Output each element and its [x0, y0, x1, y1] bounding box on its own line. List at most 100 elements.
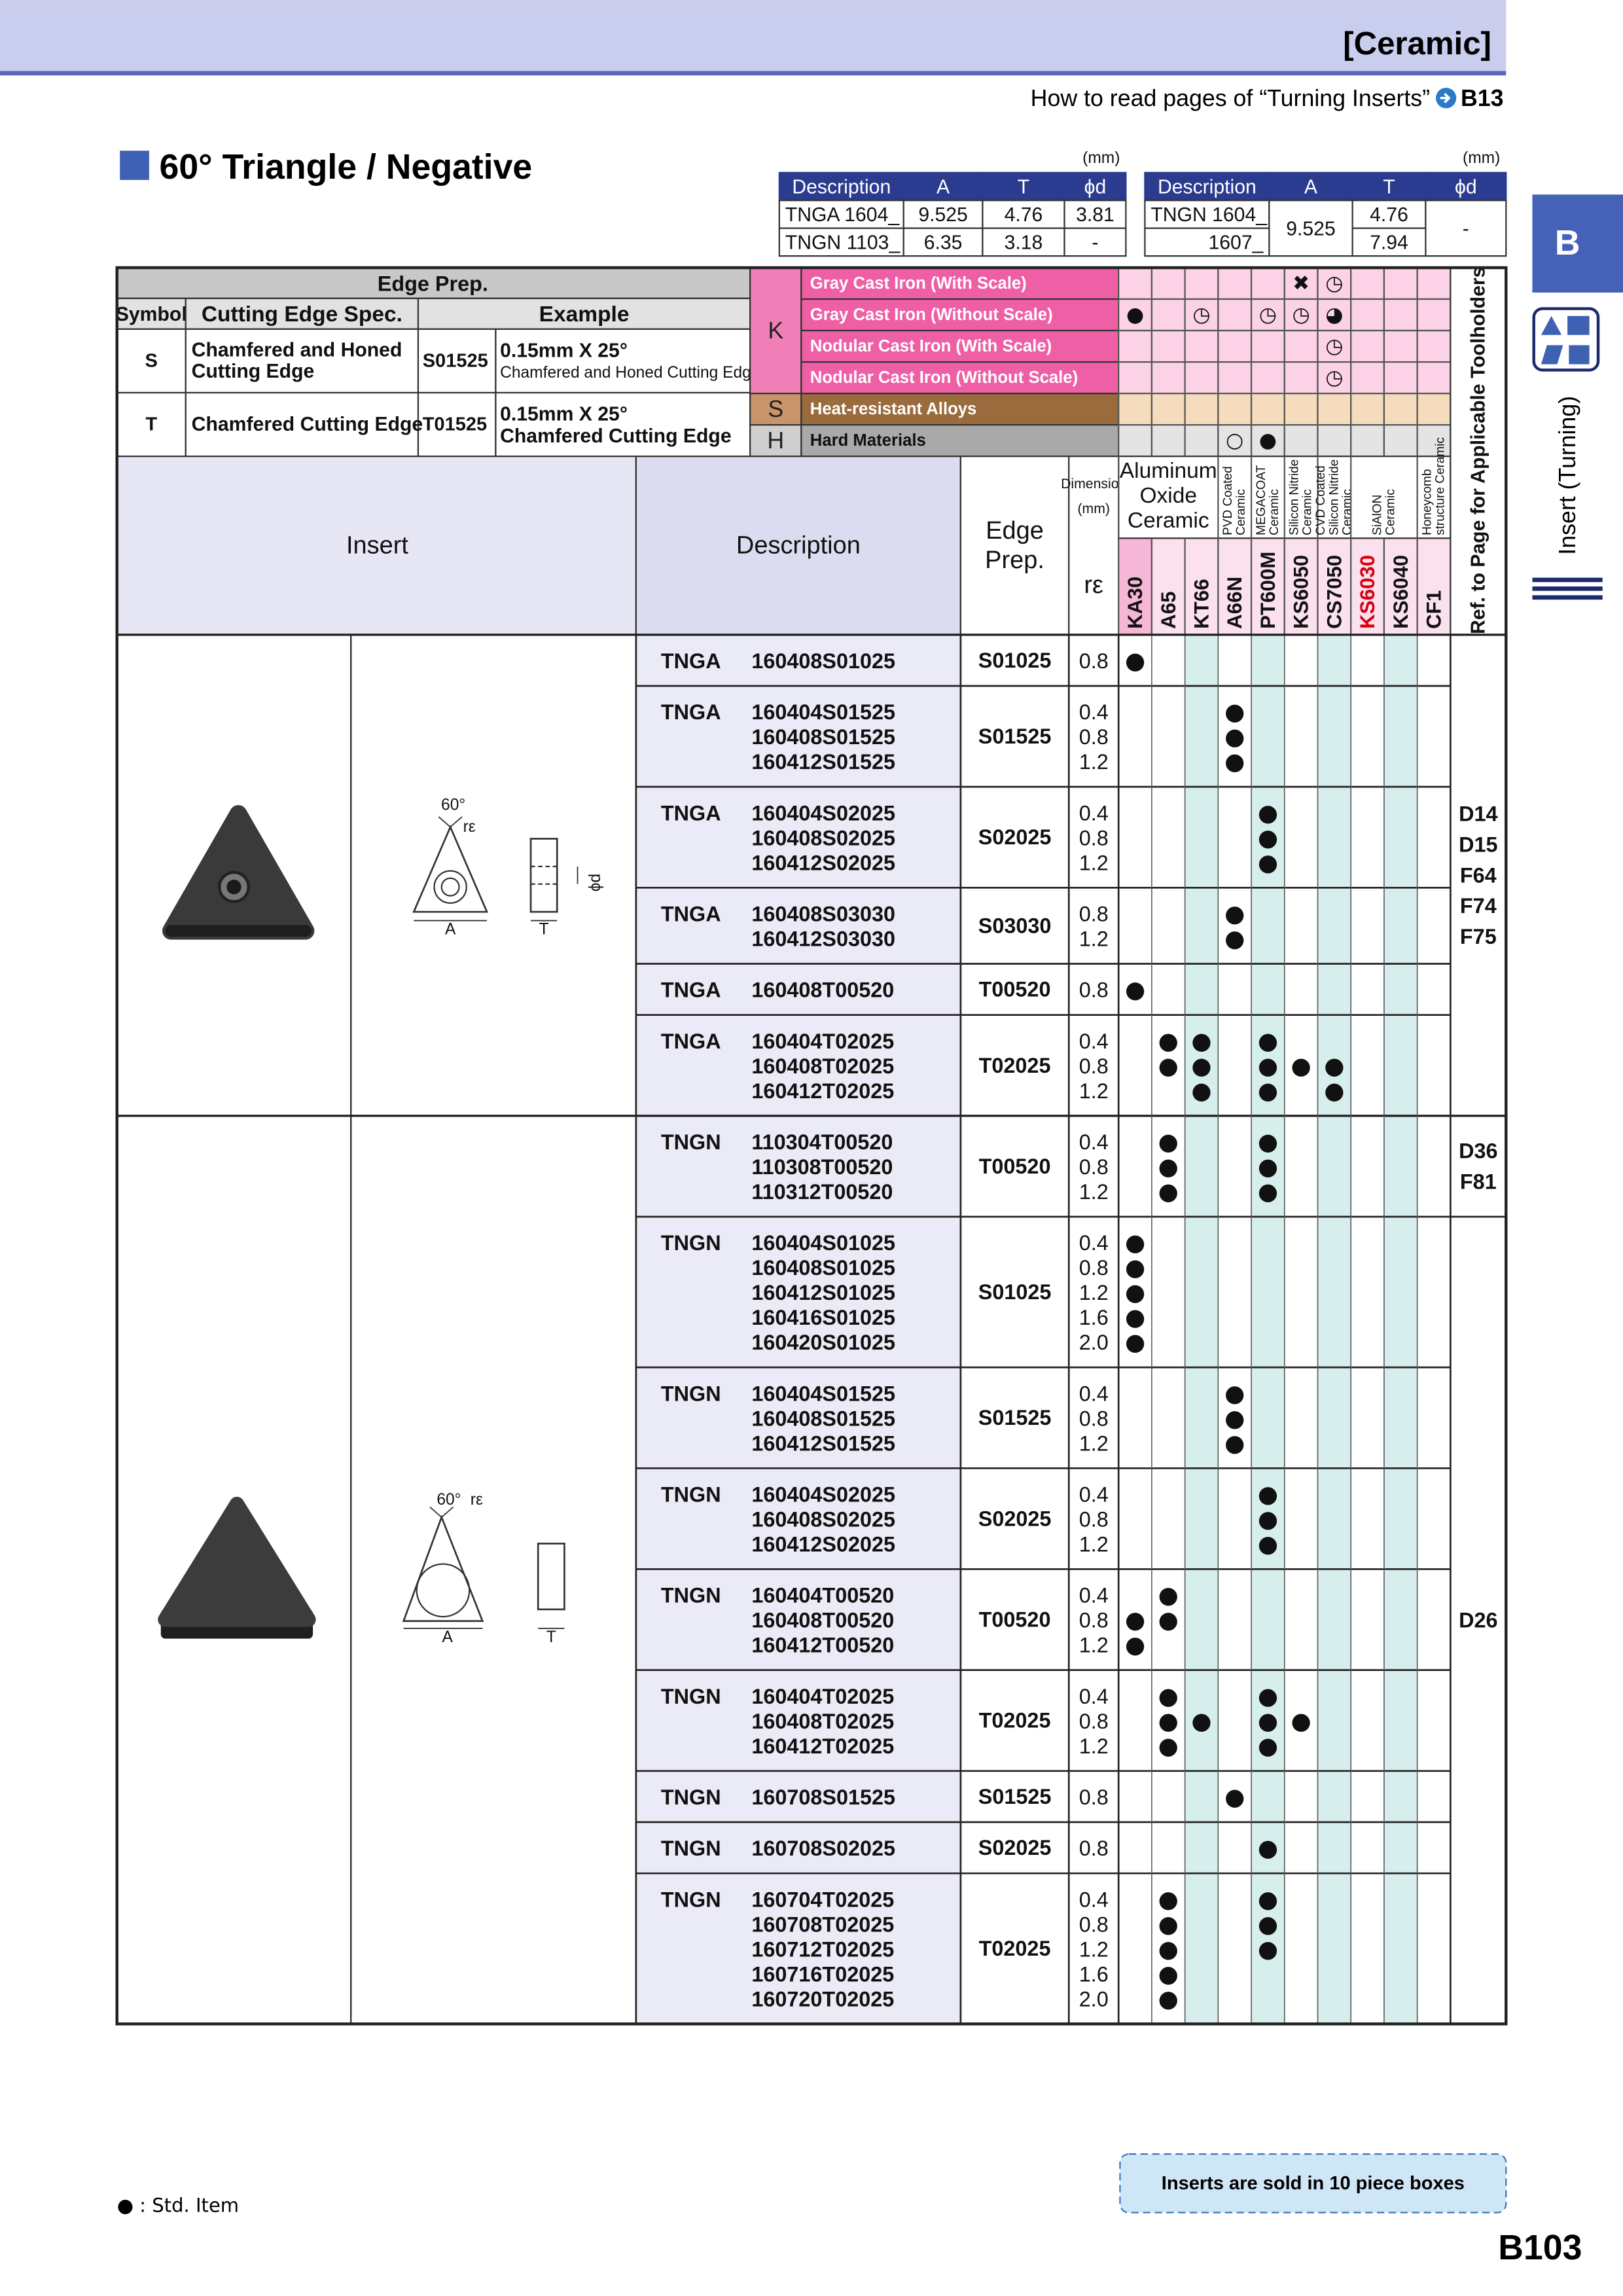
corner-radius: 0.4 — [1079, 700, 1109, 724]
dim-value: TNGN 1604_ — [1150, 204, 1268, 226]
grade-group: PVD Coated — [1221, 466, 1235, 535]
dimension-header: (mm) — [1077, 501, 1109, 516]
product-prefix: TNGA — [661, 801, 721, 825]
material-mark: ◷ — [1192, 303, 1210, 327]
material-mark: ○ — [1226, 429, 1243, 452]
std-item-mark: ● — [1158, 1607, 1179, 1634]
std-item-mark: ● — [1191, 1077, 1211, 1104]
grade-group: MEGACOAT — [1255, 465, 1268, 535]
corner-radius: 0.8 — [1079, 725, 1109, 749]
dim-header: Description — [792, 177, 891, 198]
std-item-mark: ● — [1125, 1607, 1145, 1634]
dim-value: TNGA 1604_ — [785, 204, 901, 226]
corner-radius: 0.8 — [1079, 1054, 1109, 1078]
drawing-label: 60° — [441, 797, 465, 814]
legend-spec: Chamfered and Honed — [192, 340, 402, 361]
std-item-mark: ● — [1125, 1280, 1145, 1306]
std-item-mark: ● — [1324, 1077, 1344, 1104]
std-item-mark: ● — [1158, 1961, 1179, 1988]
std-item-mark: ● — [1158, 1936, 1179, 1963]
edge-prep: S01025 — [978, 1280, 1052, 1304]
std-item-mark: ● — [1125, 1329, 1145, 1356]
material-grade-cell — [1418, 331, 1451, 362]
grade-name: A66N — [1223, 577, 1246, 629]
corner-radius: 0.4 — [1079, 1231, 1109, 1255]
product-code: 160408S02025 — [751, 826, 895, 850]
drawing-label: 60° — [437, 1491, 461, 1509]
material-grade-cell — [1351, 393, 1384, 425]
edge-header: Prep. — [985, 547, 1044, 574]
grade-group: Ceramic — [1383, 489, 1397, 535]
grade-column — [1285, 635, 1318, 2024]
corner-radius: 0.4 — [1079, 1685, 1109, 1708]
drawing-label: A — [445, 920, 456, 938]
material-mark: ✖ — [1293, 272, 1310, 295]
corner-radius: 0.8 — [1079, 826, 1109, 850]
material-mark: ◷ — [1325, 272, 1343, 295]
dim-value: 9.525 — [918, 204, 967, 226]
product-code: 160412S01525 — [751, 1431, 895, 1455]
product-prefix: TNGN — [661, 1231, 721, 1255]
edge-header-cell — [961, 456, 1069, 635]
corner-radius: 1.6 — [1079, 1962, 1109, 1986]
product-prefix: TNGN — [661, 1483, 721, 1507]
material-grade-cell — [1185, 268, 1219, 299]
corner-radius: 0.8 — [1079, 978, 1109, 1002]
std-item-mark: ● — [1258, 1052, 1278, 1079]
legend-std-item: ● : Std. Item — [117, 2194, 239, 2216]
grade-group: Ceramic — [1128, 509, 1209, 533]
ref-page: D36 — [1459, 1139, 1497, 1162]
grade-group: SiAlON — [1370, 495, 1384, 535]
product-prefix: TNGA — [661, 978, 721, 1002]
material-grade-cell — [1351, 268, 1384, 299]
material-name: Gray Cast Iron (With Scale) — [810, 274, 1027, 293]
corner-radius: 0.8 — [1079, 1837, 1109, 1860]
edge-prep: S02025 — [978, 825, 1052, 849]
dim-value: - — [1463, 218, 1469, 240]
ref-page: D15 — [1459, 833, 1497, 856]
material-grade-cell — [1152, 425, 1185, 456]
drawing-label: A — [442, 1628, 453, 1646]
std-item-mark: ● — [1258, 1732, 1278, 1759]
ref-page: F81 — [1460, 1170, 1497, 1193]
product-code: 160416S01025 — [751, 1306, 895, 1329]
std-item-mark: ● — [1258, 1886, 1278, 1913]
material-grade-cell — [1218, 331, 1251, 362]
corner-radius: 0.8 — [1079, 1710, 1109, 1733]
product-prefix: TNGN — [661, 1382, 721, 1405]
grade-name: KA30 — [1124, 577, 1147, 629]
drawing-label: ϕd — [586, 874, 604, 891]
product-prefix: TNGN — [661, 1837, 721, 1860]
ref-header: Ref. to Page for Applicable Toolholders — [1467, 267, 1489, 634]
edge-prep: T02025 — [979, 1937, 1051, 1960]
corner-radius: 0.8 — [1079, 1912, 1109, 1936]
how-to-read: How to read pages of “Turning Inserts” — [1031, 85, 1430, 111]
grade-group: Honeycomb — [1420, 469, 1434, 535]
material-grade-cell — [1118, 362, 1152, 393]
material-grade-cell — [1285, 393, 1318, 425]
std-item-mark: ● — [1191, 1708, 1211, 1734]
legend-example-detail: Chamfered Cutting Edge — [500, 425, 732, 447]
corner-radius: 1.2 — [1079, 851, 1109, 874]
product-prefix: TNGA — [661, 1030, 721, 1053]
corner-radius: 2.0 — [1079, 1331, 1109, 1354]
material-grade-cell — [1418, 268, 1451, 299]
product-code: 110304T00520 — [751, 1130, 893, 1154]
material-grade-cell — [1317, 393, 1351, 425]
side-tab-letter: B — [1555, 223, 1580, 262]
product-code: 160712T02025 — [751, 1937, 894, 1961]
legend-spec: Cutting Edge — [192, 361, 315, 382]
dim-value: 9.525 — [1286, 218, 1335, 240]
material-group: K — [768, 317, 783, 344]
side-tab-label: Insert (Turning) — [1554, 396, 1580, 555]
material-grade-cell — [1218, 268, 1251, 299]
std-item-mark: ● — [1258, 825, 1278, 852]
std-item-mark: ● — [1158, 1154, 1179, 1181]
material-mark: ◷ — [1325, 334, 1343, 358]
corner-radius: 1.2 — [1079, 1634, 1109, 1657]
corner-radius: 1.2 — [1079, 1734, 1109, 1758]
material-grade-cell — [1185, 425, 1219, 456]
edge-prep: S02025 — [978, 1507, 1052, 1530]
legend-example: 0.15mm X 25° — [500, 403, 628, 425]
